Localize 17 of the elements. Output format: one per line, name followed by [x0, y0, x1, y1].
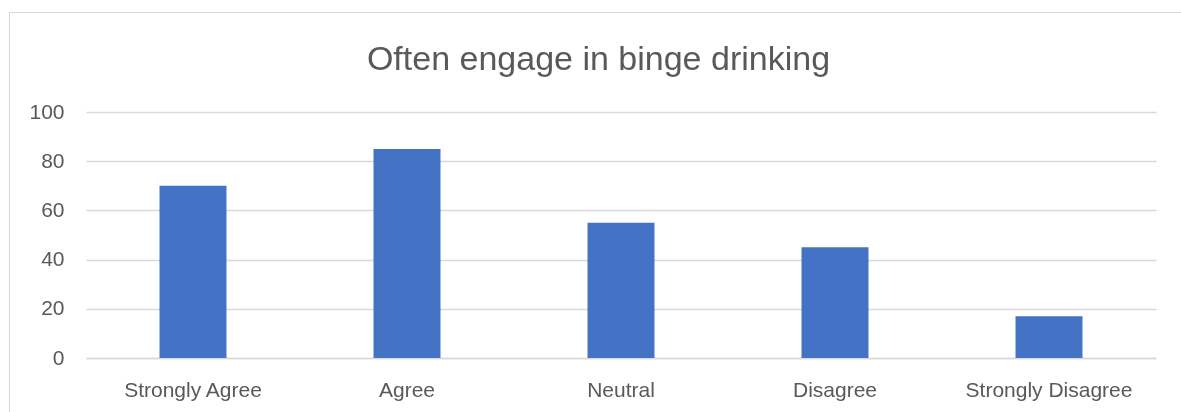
chart-title: Often engage in binge drinking [366, 39, 831, 77]
bar [1015, 316, 1083, 358]
y-tick-label: 20 [41, 296, 65, 320]
y-tick-label: 0 [52, 345, 65, 369]
bar [801, 247, 869, 358]
x-tick-label: Disagree [792, 377, 878, 401]
bar [159, 185, 227, 358]
x-tick-label: Neutral [587, 377, 655, 401]
bar [373, 148, 441, 358]
y-tick-label: 40 [41, 247, 65, 271]
x-tick-label: Strongly Disagree [965, 377, 1133, 401]
y-tick-label: 60 [41, 197, 65, 221]
y-tick-label: 80 [41, 148, 65, 172]
x-tick-label: Strongly Agree [124, 377, 262, 401]
y-tick-label: 100 [29, 99, 65, 123]
bar [587, 222, 655, 358]
x-tick-label: Agree [378, 377, 436, 401]
